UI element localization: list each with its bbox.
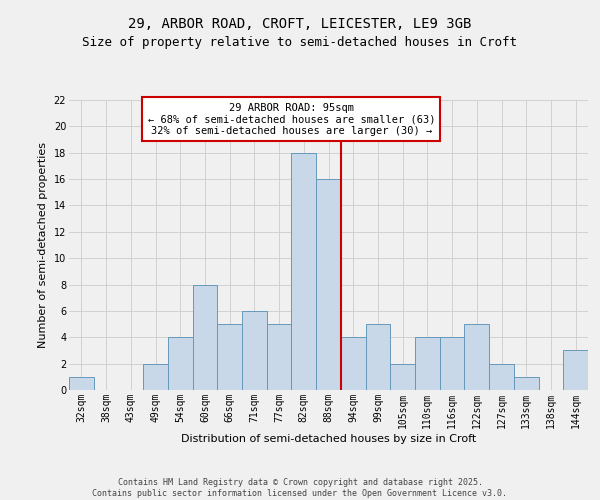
Bar: [514, 377, 539, 390]
Text: 29 ARBOR ROAD: 95sqm
← 68% of semi-detached houses are smaller (63)
32% of semi-: 29 ARBOR ROAD: 95sqm ← 68% of semi-detac…: [148, 102, 435, 136]
Y-axis label: Number of semi-detached properties: Number of semi-detached properties: [38, 142, 48, 348]
Bar: [69, 377, 94, 390]
Bar: [217, 324, 242, 390]
X-axis label: Distribution of semi-detached houses by size in Croft: Distribution of semi-detached houses by …: [181, 434, 476, 444]
Bar: [415, 338, 440, 390]
Bar: [489, 364, 514, 390]
Bar: [143, 364, 168, 390]
Text: Contains HM Land Registry data © Crown copyright and database right 2025.
Contai: Contains HM Land Registry data © Crown c…: [92, 478, 508, 498]
Bar: [168, 338, 193, 390]
Bar: [464, 324, 489, 390]
Bar: [316, 179, 341, 390]
Bar: [267, 324, 292, 390]
Bar: [440, 338, 464, 390]
Bar: [563, 350, 588, 390]
Bar: [292, 152, 316, 390]
Bar: [365, 324, 390, 390]
Text: Size of property relative to semi-detached houses in Croft: Size of property relative to semi-detach…: [83, 36, 517, 49]
Text: 29, ARBOR ROAD, CROFT, LEICESTER, LE9 3GB: 29, ARBOR ROAD, CROFT, LEICESTER, LE9 3G…: [128, 18, 472, 32]
Bar: [193, 284, 217, 390]
Bar: [390, 364, 415, 390]
Bar: [341, 338, 365, 390]
Bar: [242, 311, 267, 390]
